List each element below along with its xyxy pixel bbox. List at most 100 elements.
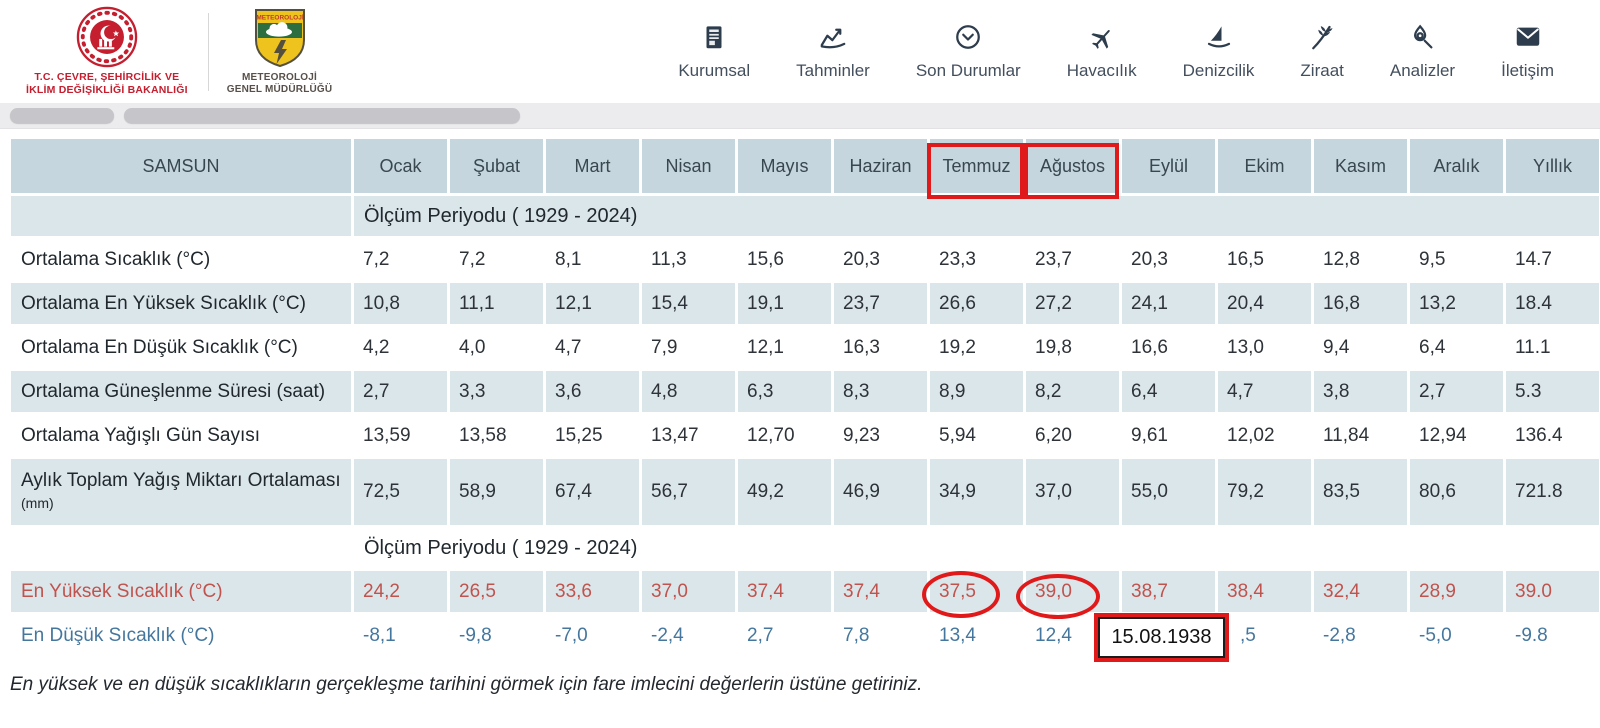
station-name: SAMSUN xyxy=(11,139,351,193)
nav-item-son-durumlar[interactable]: Son Durumlar xyxy=(916,22,1021,81)
nav-item-ziraat[interactable]: Ziraat xyxy=(1300,22,1344,81)
value-cell: 6,4 xyxy=(1410,327,1503,368)
value-cell: 3,6 xyxy=(546,371,639,412)
nav-item-kurumsal[interactable]: Kurumsal xyxy=(678,22,750,81)
value-cell[interactable]: -2,4 xyxy=(642,615,735,656)
nav-item-iletisim[interactable]: İletişim xyxy=(1501,22,1554,81)
value-cell: 18.4 xyxy=(1506,283,1599,324)
value-cell: 12,1 xyxy=(738,327,831,368)
value-cell: 11,3 xyxy=(642,239,735,280)
value-cell: 12,94 xyxy=(1410,415,1503,456)
value-cell[interactable]: 24,2 xyxy=(354,571,447,612)
month-header-7: Ağustos xyxy=(1026,139,1119,193)
logo-divider xyxy=(207,12,209,91)
value-cell[interactable]: 13,4 xyxy=(930,615,1023,656)
nav-item-denizcilik[interactable]: Denizcilik xyxy=(1182,22,1255,81)
value-cell: 4,7 xyxy=(546,327,639,368)
value-cell[interactable]: 33,6 xyxy=(546,571,639,612)
value-cell: 20,4 xyxy=(1218,283,1311,324)
value-cell[interactable]: 37,5 xyxy=(930,571,1023,612)
toolbar-pill-right[interactable] xyxy=(124,108,520,123)
value-cell[interactable]: 38,7 xyxy=(1122,571,1215,612)
wheat-icon xyxy=(1312,25,1333,50)
value-cell[interactable]: 38,4 xyxy=(1218,571,1311,612)
row-label-text: En Düşük Sıcaklık (°C) xyxy=(21,624,215,646)
value-cell: 11.1 xyxy=(1506,327,1599,368)
value-cell[interactable]: ,5 xyxy=(1218,615,1311,656)
value-cell[interactable]: 37,4 xyxy=(738,571,831,612)
value-cell[interactable]: 39.0 xyxy=(1506,571,1599,612)
value-cell: 23,3 xyxy=(930,239,1023,280)
month-header-2: Mart xyxy=(546,139,639,193)
mgm-logo[interactable]: METEOROLOJİ METEOROLOJİ GENEL MÜDÜRLÜĞÜ xyxy=(227,7,333,97)
ministry-caption: T.C. ÇEVRE, ŞEHİRCİLİK VE İKLİM DEĞİŞİKL… xyxy=(26,70,188,96)
value-cell[interactable]: 37,0 xyxy=(642,571,735,612)
period-row: Ölçüm Periyodu ( 1929 - 2024) xyxy=(11,528,1599,568)
value-cell: 12,02 xyxy=(1218,415,1311,456)
nav-label: Tahminler xyxy=(796,61,870,80)
nav-label: Havacılık xyxy=(1066,61,1137,80)
value-cell: 56,7 xyxy=(642,459,735,525)
hover-hint-note: En yüksek ve en düşük sıcaklıkların gerç… xyxy=(10,674,923,695)
row-label: Aylık Toplam Yağış Miktarı Ortalaması (m… xyxy=(11,459,351,525)
value-cell: 6,20 xyxy=(1026,415,1119,456)
nav-label: Ziraat xyxy=(1300,61,1344,80)
value-cell: 46,9 xyxy=(834,459,927,525)
nav-item-tahminler[interactable]: Tahminler xyxy=(796,22,870,81)
value-cell: 2,7 xyxy=(354,371,447,412)
table-row: Ortalama Yağışlı Gün Sayısı 13,59 13,58 15,… xyxy=(11,415,1599,456)
table-row: Ortalama Sıcaklık (°C) 7,2 7,2 8,1 11,3 15,6 2… xyxy=(11,239,1599,280)
value-cell[interactable]: 7,8 xyxy=(834,615,927,656)
ministry-logo[interactable]: T.C. ÇEVRE, ŞEHİRCİLİK VE İKLİM DEĞİŞİKL… xyxy=(26,6,188,97)
value-cell[interactable]: 37,4 xyxy=(834,571,927,612)
value-cell[interactable]: 32,4 xyxy=(1314,571,1407,612)
airplane-icon xyxy=(1091,29,1110,49)
value-cell[interactable]: -9.8 xyxy=(1506,615,1599,656)
envelope-icon xyxy=(1516,27,1539,46)
value-cell: 15,6 xyxy=(738,239,831,280)
value-cell: 24,1 xyxy=(1122,283,1215,324)
nav-item-havacilik[interactable]: Havacılık xyxy=(1067,22,1137,81)
value-cell[interactable]: 28,9 xyxy=(1410,571,1503,612)
value-cell: 6,4 xyxy=(1122,371,1215,412)
value-cell[interactable]: -9,8 xyxy=(450,615,543,656)
value-cell: 4,8 xyxy=(642,371,735,412)
value-cell: 19,1 xyxy=(738,283,831,324)
table-row: Ortalama En Düşük Sıcaklık (°C) 4,2 4,0 4,7… xyxy=(11,327,1599,368)
table-row: Ortalama En Yüksek Sıcaklık (°C) 10,8 11,1… xyxy=(11,283,1599,324)
row-label-text: Ortalama En Düşük Sıcaklık (°C) xyxy=(21,336,298,358)
row-label-text: Aylık Toplam Yağış Miktarı Ortalaması xyxy=(21,470,341,491)
value-cell[interactable]: -8,1 xyxy=(354,615,447,656)
value-cell: 12,8 xyxy=(1314,239,1407,280)
value-cell: 2,7 xyxy=(1410,371,1503,412)
value-cell: 12,1 xyxy=(546,283,639,324)
measurement-period-label: Ölçüm Periyodu ( 1929 - 2024) xyxy=(354,528,1599,568)
row-label-text: En Yüksek Sıcaklık (°C) xyxy=(21,580,223,602)
value-cell: 16,5 xyxy=(1218,239,1311,280)
value-cell[interactable]: -5,0 xyxy=(1410,615,1503,656)
value-cell[interactable]: 12,4 xyxy=(1026,615,1119,656)
value-cell: 5,94 xyxy=(930,415,1023,456)
toolbar-pill-left[interactable] xyxy=(10,108,114,123)
value-cell[interactable] xyxy=(1122,615,1215,656)
main-nav: Kurumsal Tahminler Son Durumlar xyxy=(678,22,1554,81)
value-cell[interactable]: -2,8 xyxy=(1314,615,1407,656)
month-header-4: Mayıs xyxy=(738,139,831,193)
nav-label: Denizcilik xyxy=(1182,61,1255,80)
value-cell: 11,1 xyxy=(450,283,543,324)
month-header-3: Nisan xyxy=(642,139,735,193)
row-label: Ortalama Yağışlı Gün Sayısı xyxy=(11,415,351,456)
month-header-0: Ocak xyxy=(354,139,447,193)
value-cell[interactable]: -7,0 xyxy=(546,615,639,656)
value-cell[interactable]: 26,5 xyxy=(450,571,543,612)
value-cell: 3,3 xyxy=(450,371,543,412)
value-cell: 20,3 xyxy=(1122,239,1215,280)
value-cell[interactable]: 2,7 xyxy=(738,615,831,656)
value-cell: 136.4 xyxy=(1506,415,1599,456)
month-header-10: Kasım xyxy=(1314,139,1407,193)
month-header-9: Ekim xyxy=(1218,139,1311,193)
value-cell: 23,7 xyxy=(1026,239,1119,280)
value-cell: 11,84 xyxy=(1314,415,1407,456)
nav-item-analizler[interactable]: Analizler xyxy=(1390,22,1455,81)
value-cell[interactable]: 39,0 xyxy=(1026,571,1119,612)
